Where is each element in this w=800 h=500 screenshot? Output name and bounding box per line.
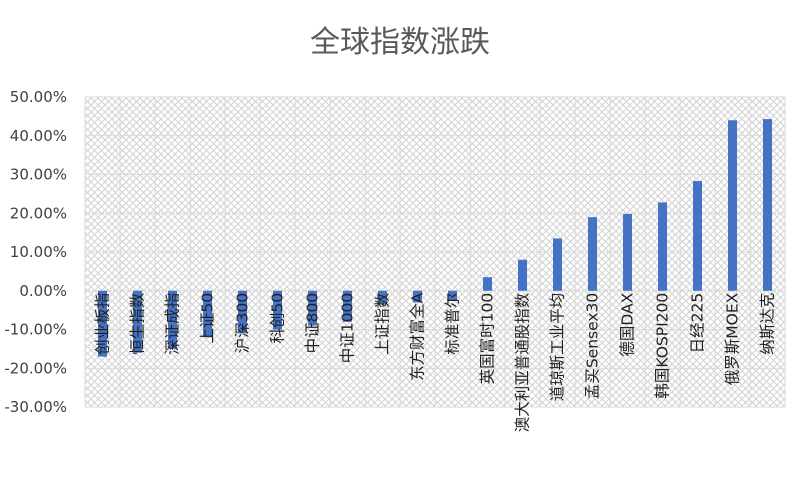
x-category-label: 日经225 xyxy=(689,293,707,354)
x-category-label: 德国DAX xyxy=(619,292,637,356)
y-tick-label: 30.00% xyxy=(10,166,67,184)
bar xyxy=(273,290,282,330)
x-category-label: 俄罗斯MOEX xyxy=(724,292,742,385)
y-tick-label: -20.00% xyxy=(4,359,67,377)
y-tick-label: -30.00% xyxy=(4,398,67,416)
grid-lines xyxy=(84,96,786,408)
x-category-label: 深证成指 xyxy=(164,293,182,355)
y-tick-label: 40.00% xyxy=(10,127,67,145)
bar xyxy=(588,217,597,291)
bar xyxy=(728,120,737,291)
bars xyxy=(98,119,772,357)
bar xyxy=(238,290,247,334)
x-category-label: 韩国KOSPI200 xyxy=(654,293,672,399)
bar xyxy=(693,181,702,291)
x-category-label: 纳斯达克 xyxy=(759,293,777,355)
x-category-label: 东方财富全A xyxy=(409,292,427,381)
x-category-label: 创业板指 xyxy=(94,293,112,355)
y-axis: 50.00% 40.00% 30.00% 20.00% 10.00% 0.00% -10.0… xyxy=(4,88,67,416)
x-category-label: 标准普尔 xyxy=(444,293,462,355)
bar xyxy=(483,277,492,291)
bar xyxy=(308,290,317,326)
x-category-label: 科创50 xyxy=(269,293,287,344)
chart-title: 全球指数涨跌 xyxy=(310,25,490,60)
x-category-label: 中证800 xyxy=(304,293,322,354)
x-category-label: 英国富时100 xyxy=(479,293,497,385)
x-category-label: 澳大利亚普通股指数 xyxy=(514,292,532,432)
bar xyxy=(98,290,107,357)
bar xyxy=(553,238,562,291)
x-category-label: 孟买Sensex30 xyxy=(584,293,602,399)
y-tick-label: 50.00% xyxy=(10,88,67,106)
bar xyxy=(448,290,457,301)
y-tick-label: 0.00% xyxy=(19,282,67,300)
bar xyxy=(658,202,667,291)
x-category-label: 上证指数 xyxy=(374,292,392,355)
x-category-label: 中证1000 xyxy=(339,293,357,363)
x-category-label: 沪深300 xyxy=(234,293,252,354)
bar xyxy=(133,290,142,353)
bar xyxy=(763,119,772,291)
y-tick-label: 10.00% xyxy=(10,243,67,261)
bar xyxy=(518,259,527,291)
x-category-label: 道琼斯工业平均 xyxy=(549,293,567,402)
y-tick-label: -10.00% xyxy=(4,321,67,339)
x-axis-labels: 创业板指 恒生指数 深证成指 上证50 沪深300 科创50 中证800 中证1000 上证指数… xyxy=(94,292,777,432)
x-category-label: 恒生指数 xyxy=(129,292,147,355)
bar xyxy=(378,290,387,305)
bar xyxy=(203,290,212,338)
bar xyxy=(623,214,632,291)
bar xyxy=(343,290,352,322)
bar xyxy=(168,290,177,349)
x-category-label: 上证50 xyxy=(199,293,217,344)
bar xyxy=(413,290,422,303)
y-tick-label: 20.00% xyxy=(10,204,67,222)
